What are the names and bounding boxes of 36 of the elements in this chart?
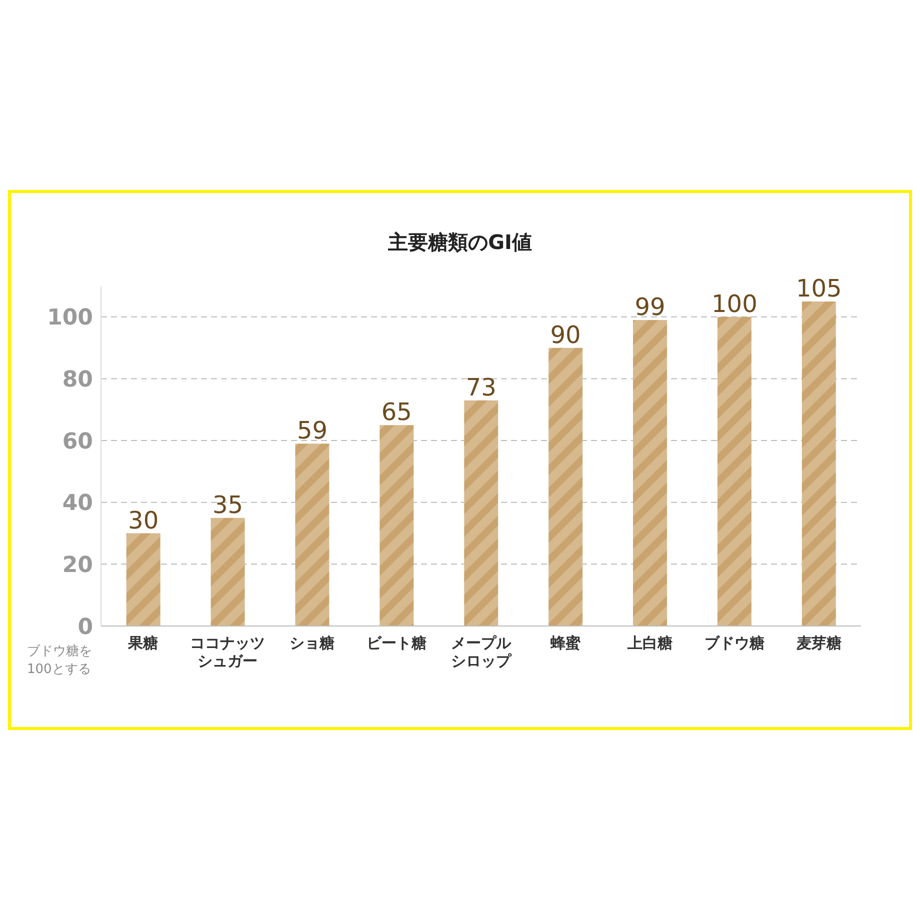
x-tick-label: 上白糖 [626,634,672,652]
x-tick-label: ココナッツシュガー [190,634,266,670]
bar [210,518,245,626]
data-label: 30 [128,506,159,534]
x-tick-label: ビート糖 [366,634,427,652]
bar [295,444,330,626]
x-tick-label: 麦芽糖 [795,634,842,652]
y-tick-label: 40 [62,491,93,516]
y-tick-label: 80 [62,368,93,393]
y-tick-label: 60 [62,429,93,454]
y-tick-label: 20 [62,552,93,578]
bar [464,400,498,626]
y-tick-label: 100 [47,306,93,331]
data-label: 59 [296,416,328,445]
data-label: 99 [634,293,666,321]
x-tick-label: ブドウ糖 [704,634,764,652]
data-label: 90 [550,320,581,349]
x-tick-label: ショ糖 [290,634,335,652]
bar [548,348,583,626]
bar [380,425,414,626]
data-label: 100 [712,290,758,318]
data-label: 65 [381,398,412,426]
chart-title: 主要糖類のGI値 [387,229,533,256]
frame: 主要糖類のGI値 果糖 ココナッツシュガー ショ糖 ビート糖 メープルシロップ 蜂蜜 上白糖 ブドウ糖 麦芽糖 0 20 40 60 80 100 30 35 59 65 73 90 99 100 105 ブドウ糖を100とする [8,190,912,730]
x-tick-label: 果糖 [127,634,158,652]
data-label: 73 [466,373,496,402]
text: ブドウ糖を100とする [27,643,93,679]
x-tick-label: 蜂蜜 [549,634,582,652]
bar [126,533,160,626]
x-tick-label: メープルシロップ [451,634,512,670]
data-label: 35 [212,490,244,519]
bar [633,320,667,626]
y-tick-label: 0 [78,614,93,640]
data-label: 105 [796,274,842,302]
bar [802,301,836,626]
bar [717,316,752,626]
